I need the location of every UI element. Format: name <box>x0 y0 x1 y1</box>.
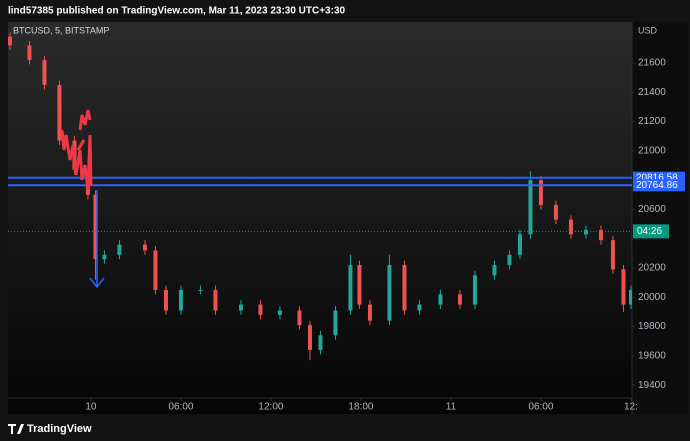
candle-body <box>297 310 302 326</box>
candle-body <box>357 265 362 305</box>
price-axis <box>632 22 688 414</box>
candle-body <box>163 289 168 311</box>
chart-background <box>8 22 688 414</box>
candle-body <box>117 244 122 255</box>
y-tick-label: 20600 <box>638 204 666 215</box>
y-tick-label: 19400 <box>638 380 666 391</box>
candle-body <box>307 325 312 350</box>
candle-body <box>457 294 462 305</box>
candle-body <box>553 205 558 220</box>
drawing <box>60 109 105 289</box>
candle-body <box>438 294 443 305</box>
candle-body <box>348 265 353 311</box>
x-tick-label: 12: <box>624 402 638 413</box>
currency: USD <box>638 25 658 35</box>
candle-body <box>402 265 407 311</box>
x-tick-label: 11 <box>446 402 457 413</box>
plot-area <box>8 32 632 361</box>
candle-body <box>621 269 626 305</box>
candle-body <box>583 229 588 235</box>
y-tick-label: 19600 <box>638 350 666 361</box>
y-tick-label: 21000 <box>638 145 666 156</box>
candle-body <box>178 289 183 311</box>
candle-body <box>318 335 323 350</box>
candle-body <box>57 84 62 141</box>
footer <box>0 414 690 441</box>
x-tick-label: 12:00 <box>258 402 283 413</box>
y-tick-label: 21600 <box>638 58 666 69</box>
price-label: 20764.86 <box>636 180 678 191</box>
candle-body <box>198 289 203 291</box>
candle-body <box>492 265 497 276</box>
candle-body <box>277 310 282 315</box>
candle-body <box>27 45 32 61</box>
freehand-drawing <box>60 109 93 191</box>
logo-icon <box>8 424 24 434</box>
y-tick-label: 21200 <box>638 116 666 127</box>
candle-body <box>528 180 533 235</box>
countdown-badge <box>633 224 669 239</box>
candle-body <box>598 229 603 241</box>
candle-body <box>238 304 243 311</box>
candle-body <box>8 36 12 46</box>
candle-body <box>538 180 543 206</box>
candle-body <box>507 254 512 266</box>
arrow-head <box>89 277 105 289</box>
countdown: 04:26 <box>637 226 662 237</box>
y-tick-label: 20200 <box>638 263 666 274</box>
chart-title: BTCUSD, 5, BITSTAMP <box>13 25 109 35</box>
candle-body <box>417 304 422 311</box>
candle-body <box>153 250 158 290</box>
candle-body <box>517 234 522 255</box>
x-tick-label: 10 <box>85 402 97 413</box>
candle-body <box>93 194 98 260</box>
y-tick-label: 20000 <box>638 292 666 303</box>
candle-body <box>610 240 615 270</box>
candle-body <box>472 275 477 305</box>
candle-body <box>333 310 338 336</box>
x-tick-label: 18:00 <box>348 402 373 413</box>
price-badge <box>633 179 685 192</box>
candle-body <box>42 60 47 85</box>
candle-body <box>367 304 372 321</box>
header: lind57385 published on TradingView.com, … <box>8 6 346 17</box>
candle-body <box>628 289 632 305</box>
x-tick-label: 06:00 <box>528 402 553 413</box>
x-tick-label: 06:00 <box>168 402 193 413</box>
brand: TradingView <box>27 423 92 435</box>
candle-body <box>213 289 218 311</box>
candle-body <box>387 265 392 321</box>
y-tick-label: 21400 <box>638 87 666 98</box>
candle-body <box>102 254 107 260</box>
candle-body <box>568 219 573 235</box>
y-tick-label: 19800 <box>638 321 666 332</box>
price-label: 20816.58 <box>636 172 678 183</box>
candle-body <box>258 304 263 315</box>
logo: TradingView <box>8 423 92 435</box>
candle-body <box>142 244 147 251</box>
